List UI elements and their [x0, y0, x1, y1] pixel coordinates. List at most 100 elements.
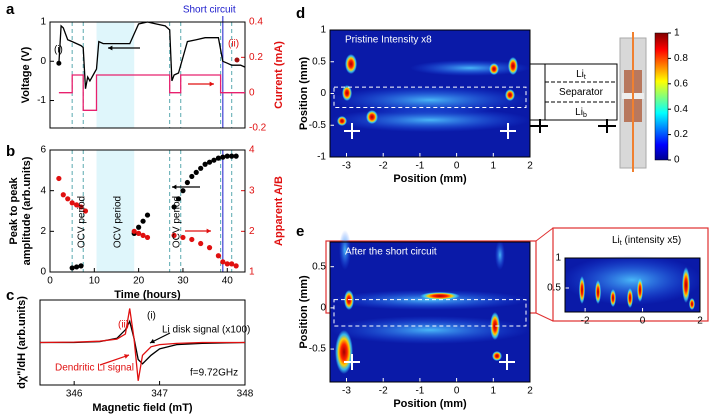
point: [65, 196, 71, 202]
connector: [535, 227, 554, 242]
ocv-shade: [96, 150, 135, 272]
x-tick-label: 347: [151, 389, 168, 400]
point: [60, 192, 66, 198]
point: [189, 173, 195, 180]
point: [144, 234, 151, 241]
colorbar-tick-label: 0.2: [674, 129, 688, 140]
point: [73, 264, 80, 270]
plot-frame: [49, 149, 246, 273]
y-axis-label: Position (mm): [298, 275, 310, 349]
panel-label: b: [6, 143, 15, 160]
y-tick-label: 2: [40, 226, 46, 237]
y2-tick-label: 4: [249, 145, 255, 156]
colorbar: [654, 32, 669, 161]
separator-region: [333, 86, 527, 108]
point: [206, 245, 213, 251]
y-tick-label: 0: [320, 88, 326, 99]
x-tick-label: -2: [581, 316, 590, 327]
heatmap-haze: [410, 60, 530, 76]
heatmap-blob: [337, 116, 347, 126]
heatmap-blob: [492, 351, 502, 361]
label-subscript: t: [620, 240, 622, 247]
x-tick-label: 30: [177, 276, 189, 287]
arrow-head: [206, 228, 211, 234]
arrow-head: [150, 338, 155, 344]
heatmap-haze: [339, 230, 351, 270]
y-tick-label: 0.5: [547, 283, 561, 294]
point: [136, 224, 142, 230]
arrow-head: [172, 184, 177, 190]
point: [69, 200, 75, 206]
marker: [56, 60, 62, 66]
point: [233, 263, 239, 269]
point: [78, 263, 84, 269]
label-subscript: b: [583, 112, 587, 119]
annotation: (i): [147, 311, 156, 322]
point: [175, 196, 182, 202]
y2-axis-label: Current (mA): [273, 41, 285, 109]
point: [211, 157, 217, 163]
annotation: f=9.72GHz: [190, 368, 238, 379]
heatmap-blob: [610, 289, 616, 307]
layer-box: [544, 63, 618, 121]
y-axis-label: Position (mm): [298, 57, 310, 131]
point: [73, 202, 80, 208]
heatmap-blob: [627, 288, 633, 308]
y2-tick-label: -0.2: [249, 123, 267, 134]
point: [78, 204, 84, 210]
colorbar-tick-label: 1: [674, 28, 680, 39]
annotation: OCV period: [77, 196, 88, 248]
x-tick-label: -3: [342, 161, 351, 172]
label-main: Li: [576, 69, 584, 80]
point: [136, 230, 142, 236]
heatmap-blob: [345, 54, 357, 74]
y2-tick-label: 0.4: [249, 17, 263, 28]
x-tick-label: 2: [527, 386, 533, 397]
y2-axis-label: Apparent A/B: [273, 176, 285, 246]
connector: [535, 312, 554, 322]
x-axis-label: Position (mm): [393, 398, 467, 410]
point: [229, 153, 235, 159]
heatmap-haze: [330, 316, 530, 344]
heatmap-blob: [490, 312, 500, 340]
point: [220, 154, 226, 160]
y2-tick-label: 0.2: [249, 52, 263, 63]
label-main: Li: [612, 235, 620, 246]
heatmap-blob: [682, 267, 690, 303]
x-axis-label: Time (hours): [114, 289, 181, 301]
panel-label: e: [296, 223, 304, 240]
plot-frame: [329, 241, 531, 383]
x-tick-label: 0: [640, 316, 646, 327]
point: [189, 236, 195, 243]
heatmap-haze: [330, 108, 530, 132]
x-tick-label: 2: [527, 161, 533, 172]
y-tick-label: -1: [37, 95, 46, 106]
y-tick-label: -0.5: [309, 344, 327, 355]
arrow-head: [108, 45, 113, 51]
arrow: [99, 354, 130, 366]
heatmap-blob: [505, 89, 515, 101]
point: [131, 228, 137, 234]
separator-region: [333, 299, 527, 327]
y-axis-label: Voltage (V): [20, 46, 32, 103]
annotation: OCV period: [172, 196, 183, 248]
colorbar-tick-label: 0.6: [674, 78, 688, 89]
annotation: Li disk signal (x100): [162, 325, 250, 336]
series-line: [58, 74, 245, 111]
series-line: [39, 308, 245, 381]
y-tick-label: -0.5: [309, 120, 327, 131]
x-tick-label: -1: [415, 161, 424, 172]
point: [206, 159, 213, 165]
point: [215, 155, 222, 161]
point: [140, 218, 146, 224]
sub-label: Lib: [575, 107, 587, 120]
point: [56, 175, 62, 182]
heatmap-title: Pristine Intensity x8: [345, 35, 432, 46]
x-tick-label: 346: [66, 389, 83, 400]
y-tick-label: 4: [40, 185, 46, 196]
marker: [234, 57, 240, 63]
heatmap-blob: [342, 85, 352, 101]
y-tick-label: -1: [317, 152, 326, 163]
y2-tick-label: 3: [249, 185, 255, 196]
